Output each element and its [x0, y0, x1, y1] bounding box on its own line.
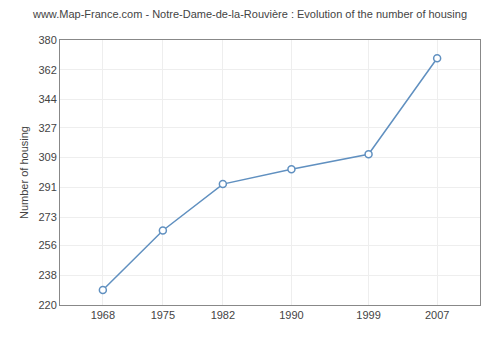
svg-text:256: 256: [38, 239, 56, 251]
svg-text:220: 220: [38, 299, 56, 311]
svg-text:362: 362: [38, 64, 56, 76]
svg-text:327: 327: [38, 122, 56, 134]
svg-text:238: 238: [38, 269, 56, 281]
svg-text:1975: 1975: [151, 309, 175, 321]
svg-text:1968: 1968: [91, 309, 115, 321]
svg-text:1999: 1999: [356, 309, 380, 321]
svg-text:309: 309: [38, 151, 56, 163]
svg-text:273: 273: [38, 211, 56, 223]
svg-text:www.Map-France.com - Notre-Dam: www.Map-France.com - Notre-Dame-de-la-Ro…: [32, 8, 467, 20]
svg-text:344: 344: [38, 93, 56, 105]
svg-text:1990: 1990: [279, 309, 303, 321]
svg-text:1982: 1982: [211, 309, 235, 321]
svg-text:291: 291: [38, 181, 56, 193]
svg-text:Number of housing: Number of housing: [18, 126, 30, 219]
svg-text:2007: 2007: [425, 309, 449, 321]
svg-text:380: 380: [38, 34, 56, 46]
